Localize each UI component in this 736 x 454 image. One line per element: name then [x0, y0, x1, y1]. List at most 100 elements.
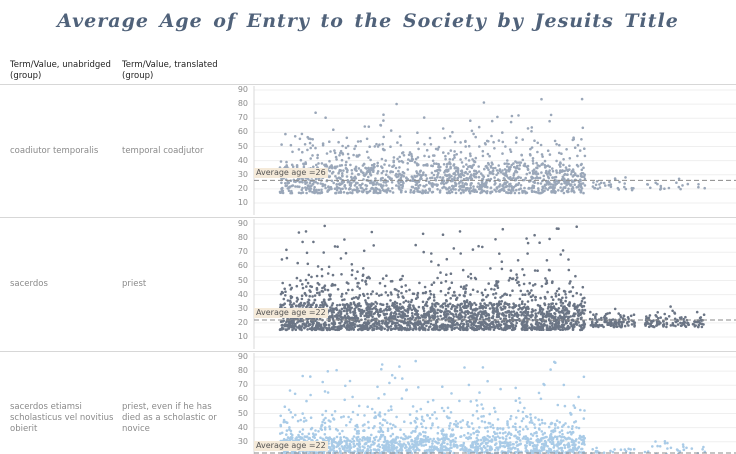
scatter-point — [613, 307, 617, 311]
scatter-point — [433, 304, 437, 307]
scatter-point — [367, 307, 371, 311]
scatter-point — [455, 305, 458, 309]
scatter-point — [331, 327, 335, 331]
scatter-point — [327, 186, 330, 189]
scatter-point — [579, 184, 583, 188]
scatter-point — [386, 429, 390, 433]
scatter-point — [477, 125, 481, 129]
scatter-point — [411, 430, 415, 433]
scatter-point — [372, 188, 376, 192]
scatter-point — [490, 119, 494, 123]
scatter-point — [592, 181, 595, 184]
scatter-point — [477, 182, 480, 185]
scatter-point — [530, 299, 534, 302]
scatter-point — [551, 176, 554, 180]
scatter-point — [538, 241, 541, 244]
scatter-point — [358, 294, 362, 297]
scatter-point — [517, 114, 520, 117]
scatter-point — [343, 185, 346, 188]
scatter-point — [333, 325, 337, 329]
scatter-point — [555, 171, 559, 174]
scatter-point — [406, 314, 410, 318]
scatter-point — [579, 293, 583, 296]
scatter-point — [501, 307, 505, 311]
scatter-point — [309, 157, 313, 160]
scatter-point — [424, 426, 428, 430]
scatter-point — [506, 327, 510, 330]
scatter-point — [340, 320, 343, 323]
scatter-point — [278, 166, 282, 169]
scatter-point — [544, 187, 547, 190]
scatter-point — [300, 297, 304, 301]
scatter-point — [525, 415, 529, 419]
scatter-point — [427, 310, 431, 314]
scatter-point — [342, 415, 346, 418]
scatter-point — [450, 190, 454, 194]
scatter-point — [349, 191, 352, 194]
scatter-point — [469, 311, 473, 315]
scatter-point — [389, 129, 393, 132]
scatter-point — [470, 422, 474, 425]
scatter-point — [413, 450, 417, 453]
scatter-point — [474, 188, 477, 192]
scatter-point — [447, 287, 451, 291]
scatter-point — [304, 188, 308, 191]
scatter-point — [427, 320, 430, 324]
scatter-point — [528, 326, 531, 330]
scatter-point — [654, 181, 657, 185]
scatter-point — [542, 328, 545, 332]
scatter-point — [388, 164, 391, 167]
scatter-point — [358, 183, 361, 187]
scatter-point — [406, 168, 410, 171]
scatter-point — [342, 435, 346, 439]
scatter-point — [350, 172, 354, 175]
scatter-point — [379, 189, 382, 193]
scatter-point — [385, 184, 388, 187]
scatter-point — [330, 179, 334, 183]
scatter-point — [443, 310, 447, 314]
scatter-point — [469, 272, 473, 276]
scatter-point — [447, 177, 451, 180]
scatter-point — [355, 430, 359, 433]
scatter-point — [557, 310, 561, 314]
scatter-point — [324, 409, 328, 413]
scatter-point — [382, 312, 386, 315]
scatter-point — [466, 172, 469, 176]
scatter-point — [498, 252, 501, 255]
scatter-point — [489, 186, 493, 190]
scatter-point — [694, 324, 697, 327]
scatter-point — [414, 308, 418, 312]
scatter-point — [455, 309, 459, 313]
scatter-point — [536, 181, 540, 185]
scatter-point — [567, 168, 570, 172]
scatter-point — [333, 437, 336, 440]
scatter-point — [515, 276, 519, 279]
scatter-point — [469, 302, 473, 306]
scatter-point — [494, 182, 497, 185]
scatter-point — [623, 324, 627, 328]
scatter-point — [485, 191, 489, 195]
scatter-point — [365, 191, 369, 195]
scatter-point — [550, 324, 554, 327]
scatter-point — [503, 302, 507, 306]
scatter-point — [521, 293, 524, 297]
scatter-point — [446, 442, 449, 446]
scatter-point — [313, 294, 317, 297]
scatter-point — [526, 300, 530, 303]
scatter-point — [664, 317, 668, 320]
scatter-point — [542, 325, 545, 328]
scatter-point — [348, 316, 351, 319]
scatter-point — [374, 305, 378, 308]
scatter-point — [453, 309, 457, 313]
scatter-point — [338, 309, 341, 313]
scatter-point — [535, 166, 538, 170]
scatter-point — [580, 326, 583, 330]
scatter-point — [564, 328, 567, 331]
scatter-point — [376, 164, 379, 168]
scatter-point — [279, 191, 282, 194]
scatter-point — [558, 434, 561, 438]
scatter-point — [504, 311, 507, 314]
scatter-point — [485, 180, 488, 184]
scatter-point — [385, 169, 389, 173]
scatter-point — [458, 317, 462, 321]
